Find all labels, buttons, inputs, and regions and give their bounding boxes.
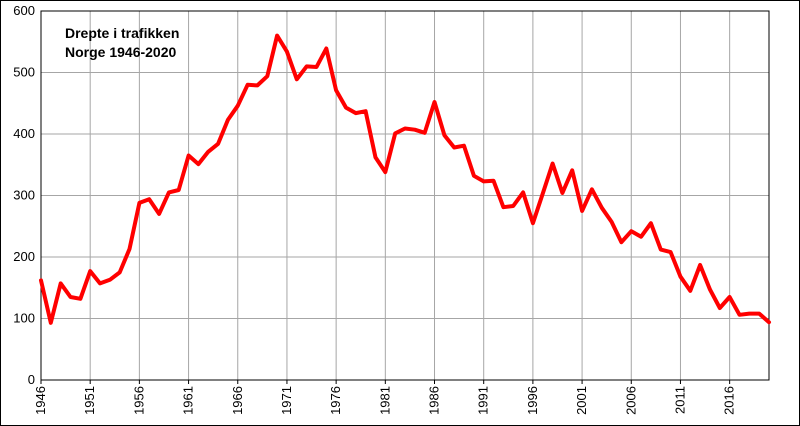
x-tick-label: 2016 <box>722 386 737 415</box>
x-tick-label: 1981 <box>377 386 392 415</box>
y-tick-label: 400 <box>13 126 35 141</box>
y-tick-label: 100 <box>13 311 35 326</box>
x-tick-label: 1961 <box>181 386 196 415</box>
chart-subtitle: Norge 1946-2020 <box>65 44 177 60</box>
y-tick-label: 500 <box>13 65 35 80</box>
x-tick-label: 1956 <box>131 386 146 415</box>
x-tick-label: 1986 <box>427 386 442 415</box>
x-axis: 1946 1951 1956 1961 1966 1971 1976 1981 1986 1991… <box>33 380 737 415</box>
x-tick-label: 1971 <box>279 386 294 415</box>
y-tick-label: 300 <box>13 188 35 203</box>
x-tick-label: 2006 <box>623 386 638 415</box>
x-tick-label: 1991 <box>476 386 491 415</box>
x-tick-label: 1951 <box>82 386 97 415</box>
grid-lines <box>40 10 769 381</box>
x-tick-label: 1976 <box>328 386 343 415</box>
y-tick-label: 600 <box>13 3 35 18</box>
chart-title: Drepte i trafikken <box>65 25 179 41</box>
plot-area <box>40 10 770 381</box>
x-tick-label: 1946 <box>33 386 48 415</box>
x-tick-label: 1996 <box>525 386 540 415</box>
y-tick-label: 0 <box>28 372 35 387</box>
y-axis: 0 100 200 300 400 500 600 <box>13 3 35 387</box>
series-line <box>39 33 771 325</box>
x-tick-label: 2011 <box>672 386 687 414</box>
y-tick-label: 200 <box>13 249 35 264</box>
x-tick-label: 2001 <box>574 386 589 415</box>
x-tick-label: 1966 <box>230 386 245 415</box>
